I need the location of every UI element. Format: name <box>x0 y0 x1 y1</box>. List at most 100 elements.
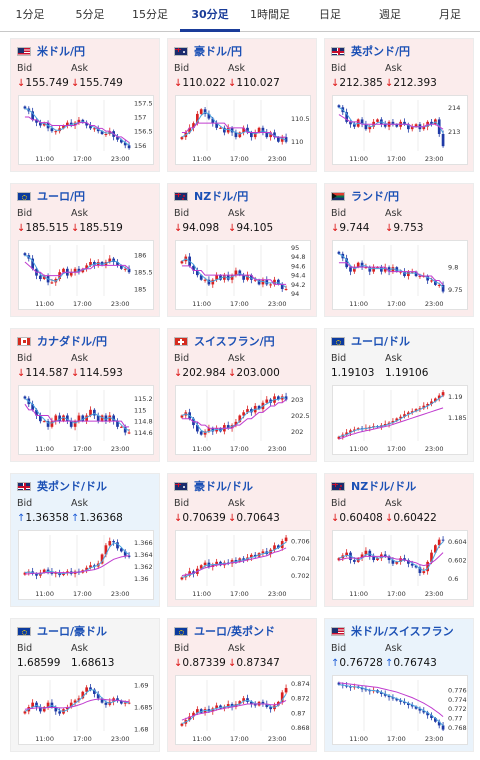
x-tick-label: 17:00 <box>387 155 406 163</box>
mini-chart[interactable]: 110.5 110 11:00 17:00 23:00 <box>175 95 311 165</box>
mini-chart[interactable]: 0.706 0.704 0.702 11:00 17:00 23:00 <box>175 530 311 600</box>
pair-title[interactable]: 豪ドル/ドル <box>174 478 253 494</box>
rate-card[interactable]: NZドル/円 Bid Ask ↓94.098 ↓94.105 95 94.8 94.6 94.4… <box>167 183 317 317</box>
rate-card[interactable]: 米ドル/円 Bid Ask ↓155.749 ↓155.749 157.5 157 156.5… <box>10 38 160 172</box>
candle-body <box>81 691 85 699</box>
pair-title[interactable]: 英ポンド/円 <box>331 43 410 59</box>
candle-body <box>418 567 422 574</box>
rate-card[interactable]: ユーロ/ドル Bid Ask 1.19103 1.19106 1.19 1.185 11:00… <box>324 328 474 462</box>
bid-value: ↓185.515 <box>17 222 69 234</box>
rate-card[interactable]: 豪ドル/ドル Bid Ask ↓0.70639 ↓0.70643 0.706 0.704 0.… <box>167 473 317 607</box>
uk-flag-icon <box>331 46 345 56</box>
pair-name[interactable]: カナダドル/円 <box>37 335 108 348</box>
mini-chart[interactable]: 186 185.5 185 11:00 17:00 23:00 <box>18 240 154 310</box>
pair-name[interactable]: ユーロ/円 <box>37 190 86 203</box>
mini-chart[interactable]: 115.2 115 114.8 114.6 11:00 17:00 23:00 <box>18 385 154 455</box>
candle-body <box>265 704 269 707</box>
rate-card[interactable]: 英ポンド/ドル Bid Ask ↑1.36358 ↑1.36368 1.366 1.364 1… <box>10 473 160 607</box>
candle-body <box>108 415 112 422</box>
tab-3[interactable]: 30分足 <box>180 0 240 32</box>
pair-title[interactable]: ユーロ/円 <box>17 188 85 204</box>
pair-title[interactable]: NZドル/ドル <box>331 478 416 494</box>
pair-title[interactable]: 米ドル/円 <box>17 43 85 59</box>
bid-value: ↓212.385 <box>331 77 383 89</box>
mini-chart[interactable]: 0.776 0.774 0.772 0.77 0.768 11:00 17:00 23:00 <box>332 675 468 745</box>
pair-name[interactable]: 英ポンド/ドル <box>37 480 108 493</box>
candle-body <box>66 707 69 710</box>
rate-card[interactable]: カナダドル/円 Bid Ask ↓114.587 ↓114.593 115.2 115 114… <box>10 328 160 462</box>
candle-body <box>123 426 127 433</box>
pair-title[interactable]: ユーロ/豪ドル <box>17 623 107 639</box>
mini-chart[interactable]: 95 94.8 94.6 94.4 94.2 94 11:00 17:00 23:00 <box>175 240 311 310</box>
candle-body <box>403 271 406 277</box>
y-tick-label: 185 <box>134 286 146 294</box>
pair-name[interactable]: 米ドル/円 <box>37 45 86 58</box>
candle-body <box>85 265 88 269</box>
pair-title[interactable]: 豪ドル/円 <box>174 43 242 59</box>
candle-body <box>39 707 42 712</box>
pair-title[interactable]: 英ポンド/ドル <box>17 478 107 494</box>
pair-name[interactable]: ユーロ/豪ドル <box>37 625 108 638</box>
rate-card[interactable]: ユーロ/豪ドル Bid Ask 1.68599 1.68613 1.69 1.685 1.68… <box>10 618 160 752</box>
pair-title[interactable]: カナダドル/円 <box>17 333 107 349</box>
candle-body <box>77 415 81 422</box>
rate-card[interactable]: 豪ドル/円 Bid Ask ↓110.022 ↓110.027 110.5 110 11:00… <box>167 38 317 172</box>
pair-title[interactable]: NZドル/円 <box>174 188 248 204</box>
pair-title[interactable]: ユーロ/英ポンド <box>174 623 275 639</box>
candle-body <box>426 561 429 572</box>
candle-body <box>368 267 372 272</box>
tab-2[interactable]: 15分足 <box>132 8 168 21</box>
mini-chart[interactable]: 214 213 11:00 17:00 23:00 <box>332 95 468 165</box>
bid-label: Bid <box>331 63 347 74</box>
candle-body <box>253 132 257 138</box>
pair-title[interactable]: ランド/円 <box>331 188 399 204</box>
pair-name[interactable]: ユーロ/英ポンド <box>194 625 276 638</box>
rate-card[interactable]: 英ポンド/円 Bid Ask ↓212.385 ↓212.393 214 213 11:00 1… <box>324 38 474 172</box>
pair-name[interactable]: ユーロ/ドル <box>351 335 411 348</box>
rate-card[interactable]: ユーロ/円 Bid Ask ↓185.515 ↓185.519 186 185.5 185 11… <box>10 183 160 317</box>
pair-name[interactable]: 豪ドル/円 <box>194 45 243 58</box>
rate-card[interactable]: ランド/円 Bid Ask ↓9.744 ↓9.753 9.8 9.75 11:00 17:00… <box>324 183 474 317</box>
rate-card[interactable]: 米ドル/スイスフラン Bid Ask ↑0.76728 ↑0.76743 0.776 0.7… <box>324 618 474 752</box>
candle-body <box>277 545 280 548</box>
mini-chart[interactable]: 203 202.5 202 11:00 17:00 23:00 <box>175 385 311 455</box>
mini-chart[interactable]: 157.5 157 156.5 156 11:00 17:00 23:00 <box>18 95 154 165</box>
y-tick-label: 0.776 <box>448 687 467 695</box>
candle-body <box>234 421 238 426</box>
pair-name[interactable]: 英ポンド/円 <box>351 45 411 58</box>
pair-title[interactable]: ユーロ/ドル <box>331 333 410 349</box>
long-ma-line <box>24 698 130 710</box>
pair-name[interactable]: NZドル/円 <box>194 190 249 203</box>
rate-card[interactable]: スイスフラン/円 Bid Ask ↓202.984 ↓203.000 203 202.5 20… <box>167 328 317 462</box>
mini-chart[interactable]: 1.19 1.185 11:00 17:00 23:00 <box>332 385 468 455</box>
pair-name[interactable]: ランド/円 <box>351 190 400 203</box>
pair-name[interactable]: NZドル/ドル <box>351 480 417 493</box>
mini-chart[interactable]: 1.69 1.685 1.68 11:00 17:00 23:00 <box>18 675 154 745</box>
tab-6[interactable]: 週足 <box>379 8 401 21</box>
pair-name[interactable]: 米ドル/スイスフラン <box>351 625 454 638</box>
tab-4[interactable]: 1時間足 <box>250 8 290 21</box>
candle-body <box>337 558 341 561</box>
candle-body <box>273 132 276 138</box>
mini-chart[interactable]: 9.8 9.75 11:00 17:00 23:00 <box>332 240 468 310</box>
mini-chart[interactable]: 0.874 0.872 0.87 0.868 11:00 17:00 23:00 <box>175 675 311 745</box>
candlestick-chart: 186 185.5 185 11:00 17:00 23:00 <box>23 245 153 308</box>
rate-card[interactable]: NZドル/ドル Bid Ask ↓0.60408 ↓0.60422 0.604 0.602 0… <box>324 473 474 607</box>
tab-1[interactable]: 5分足 <box>75 8 105 21</box>
y-tick-label: 94.6 <box>291 262 305 270</box>
mini-chart[interactable]: 1.366 1.364 1.362 1.36 11:00 17:00 23:00 <box>18 530 154 600</box>
candle-body <box>42 707 46 712</box>
x-tick-label: 17:00 <box>230 590 249 598</box>
mini-chart[interactable]: 0.604 0.602 0.6 11:00 17:00 23:00 <box>332 530 468 600</box>
pair-name[interactable]: スイスフラン/円 <box>194 335 275 348</box>
tab-7[interactable]: 月足 <box>439 8 461 21</box>
tab-0[interactable]: 1分足 <box>15 8 45 21</box>
tab-5[interactable]: 日足 <box>319 8 341 21</box>
candle-body <box>226 275 230 280</box>
pair-title[interactable]: スイスフラン/円 <box>174 333 275 349</box>
bid-value: ↓0.87339 <box>174 657 226 669</box>
rate-card[interactable]: ユーロ/英ポンド Bid Ask ↓0.87339 ↓0.87347 0.874 0.872… <box>167 618 317 752</box>
pair-title[interactable]: 米ドル/スイスフラン <box>331 623 454 639</box>
candle-body <box>380 692 383 694</box>
pair-name[interactable]: 豪ドル/ドル <box>194 480 254 493</box>
